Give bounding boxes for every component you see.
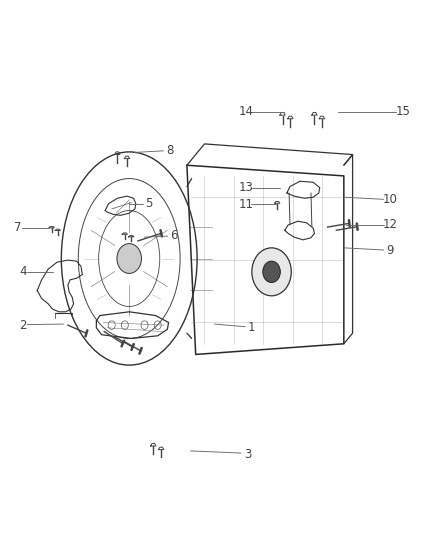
Text: 15: 15 <box>396 106 410 118</box>
Text: 7: 7 <box>14 221 21 234</box>
Text: 8: 8 <box>166 144 173 157</box>
Text: 4: 4 <box>19 265 27 278</box>
Text: 12: 12 <box>382 219 397 231</box>
Text: 3: 3 <box>244 448 251 461</box>
Text: 14: 14 <box>239 106 254 118</box>
Text: 6: 6 <box>170 229 178 242</box>
Text: 11: 11 <box>239 198 254 211</box>
Text: 10: 10 <box>382 193 397 206</box>
Text: 2: 2 <box>19 319 27 332</box>
Circle shape <box>263 261 280 282</box>
Text: 1: 1 <box>248 321 256 334</box>
Text: 5: 5 <box>145 197 152 210</box>
Circle shape <box>252 248 291 296</box>
Circle shape <box>117 244 141 273</box>
Text: 13: 13 <box>239 181 254 194</box>
Text: 9: 9 <box>386 244 394 257</box>
